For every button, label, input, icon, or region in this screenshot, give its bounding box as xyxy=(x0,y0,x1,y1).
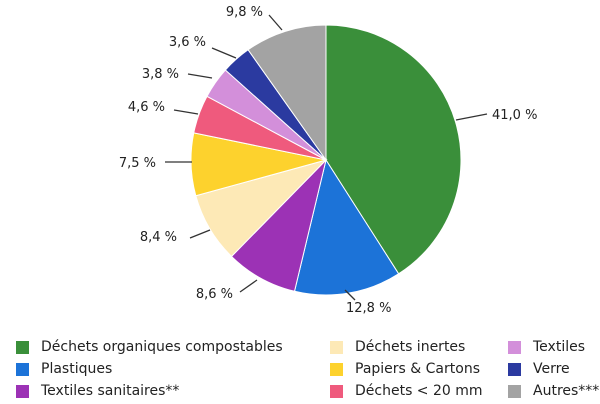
legend-item-6: Déchets < 20 mm xyxy=(330,380,483,402)
legend-swatch xyxy=(330,362,343,376)
legend-swatch xyxy=(16,362,29,376)
legend-item-8: Verre xyxy=(508,358,570,380)
legend-label: Déchets < 20 mm xyxy=(355,383,483,399)
leader-line-1 xyxy=(455,113,488,121)
data-label-1: 41,0 % xyxy=(492,108,537,123)
legend-label: Déchets organiques compostables xyxy=(41,339,283,355)
leader-line-4 xyxy=(189,229,211,239)
legend-swatch xyxy=(508,362,521,376)
data-label-2: 12,8 % xyxy=(346,301,391,316)
pie-chart: 41,0 % 12,8 % 8,6 % 8,4 % 7,5 % 4,6 % 3,8 % 3,6… xyxy=(119,5,538,316)
leader-line-7 xyxy=(187,73,213,79)
legend-swatch xyxy=(16,384,29,398)
data-label-3: 8,6 % xyxy=(196,287,233,302)
legend-label: Déchets inertes xyxy=(355,339,466,355)
legend-label: Textiles xyxy=(533,339,586,355)
legend-item-4: Déchets inertes xyxy=(330,336,465,358)
legend-label: Papiers & Cartons xyxy=(355,361,480,377)
legend-swatch xyxy=(508,384,521,398)
legend-label: Verre xyxy=(533,361,570,377)
legend-swatch xyxy=(330,384,343,398)
legend-item-2: Plastiques xyxy=(16,358,112,380)
legend-swatch xyxy=(330,340,343,354)
leader-line-8 xyxy=(211,47,237,59)
legend-label: Autres*** xyxy=(533,383,600,399)
data-label-6: 4,6 % xyxy=(128,100,165,115)
legend-item-9: Autres*** xyxy=(508,380,599,402)
leader-line-6 xyxy=(173,109,199,115)
pie-slice-1 xyxy=(325,24,462,275)
leader-line-3 xyxy=(239,279,258,293)
data-label-8: 3,6 % xyxy=(169,35,206,50)
legend-item-3: Textiles sanitaires** xyxy=(16,380,179,402)
legend-label: Textiles sanitaires** xyxy=(41,383,180,399)
legend-item-5: Papiers & Cartons xyxy=(330,358,480,380)
legend-label: Plastiques xyxy=(41,361,113,377)
legend-swatch xyxy=(508,340,521,354)
legend-item-1: Déchets organiques compostables xyxy=(16,336,283,358)
legend-item-7: Textiles xyxy=(508,336,585,358)
data-label-5: 7,5 % xyxy=(119,156,156,171)
legend: Déchets organiques compostables Plastique… xyxy=(16,336,600,404)
pie-slice-9 xyxy=(247,24,327,162)
legend-swatch xyxy=(16,340,29,354)
data-label-9: 9,8 % xyxy=(226,5,263,20)
leader-line-2 xyxy=(344,289,356,301)
data-label-4: 8,4 % xyxy=(140,230,177,245)
leader-line-9 xyxy=(268,14,283,31)
data-label-7: 3,8 % xyxy=(142,67,179,82)
